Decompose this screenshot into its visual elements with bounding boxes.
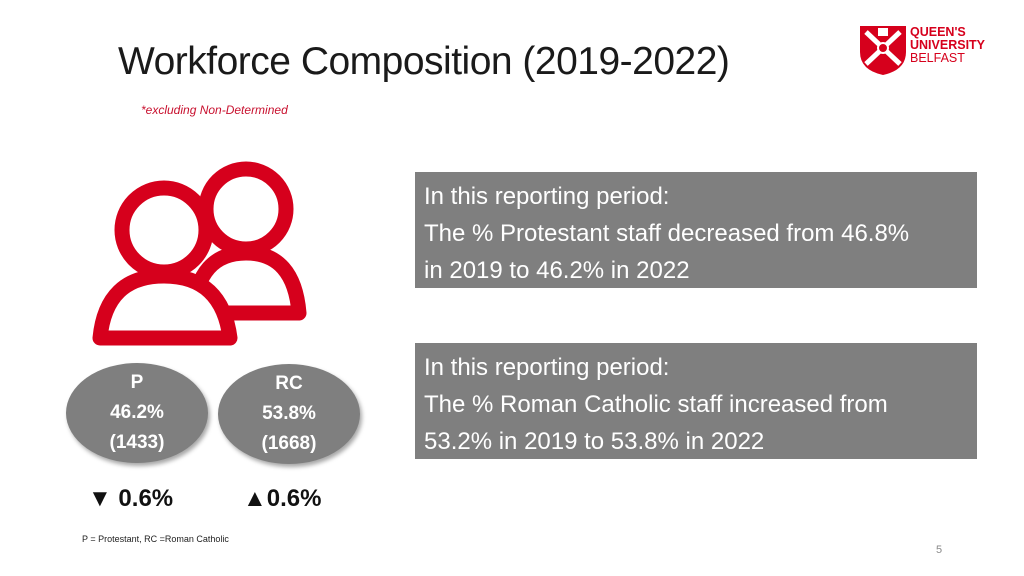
protestant-label: P bbox=[130, 372, 144, 393]
people-icon bbox=[92, 161, 307, 346]
logo-line-3: BELFAST bbox=[910, 51, 965, 65]
info-box-line: The % Protestant staff decreased from 46… bbox=[424, 220, 910, 247]
roman-catholic-info-box: In this reporting period: The % Roman Ca… bbox=[415, 343, 977, 459]
slide-title: Workforce Composition (2019-2022) bbox=[118, 40, 730, 83]
protestant-stat-circle: P 46.2% (1433) bbox=[66, 363, 208, 463]
info-box-line: In this reporting period: bbox=[424, 183, 670, 210]
logo-wordmark: QUEEN'S UNIVERSITY BELFAST bbox=[910, 26, 985, 65]
slide-subtitle: *excluding Non-Determined bbox=[141, 103, 288, 117]
roman-catholic-percent: 53.8% bbox=[262, 403, 316, 424]
logo-line-1: QUEEN'S bbox=[910, 25, 966, 39]
info-box-line: 53.2% in 2019 to 53.8% in 2022 bbox=[424, 428, 765, 455]
roman-catholic-stat-circle: RC 53.8% (1668) bbox=[218, 364, 360, 464]
info-box-line: In this reporting period: bbox=[424, 354, 670, 381]
protestant-percent: 46.2% bbox=[110, 402, 164, 423]
protestant-count: (1433) bbox=[109, 432, 165, 453]
protestant-info-box: In this reporting period: The % Protesta… bbox=[415, 172, 977, 288]
info-box-line: The % Roman Catholic staff increased fro… bbox=[424, 391, 888, 418]
crest-icon bbox=[860, 26, 906, 75]
roman-catholic-count: (1668) bbox=[261, 433, 317, 454]
info-box-line: in 2019 to 46.2% in 2022 bbox=[424, 257, 690, 284]
logo-line-2: UNIVERSITY bbox=[910, 38, 986, 52]
roman-catholic-change: ▲0.6% bbox=[243, 485, 322, 512]
page-number: 5 bbox=[936, 544, 943, 556]
footnote: P = Protestant, RC =Roman Catholic bbox=[82, 534, 229, 544]
protestant-change: ▼ 0.6% bbox=[88, 485, 174, 512]
roman-catholic-label: RC bbox=[275, 373, 303, 394]
